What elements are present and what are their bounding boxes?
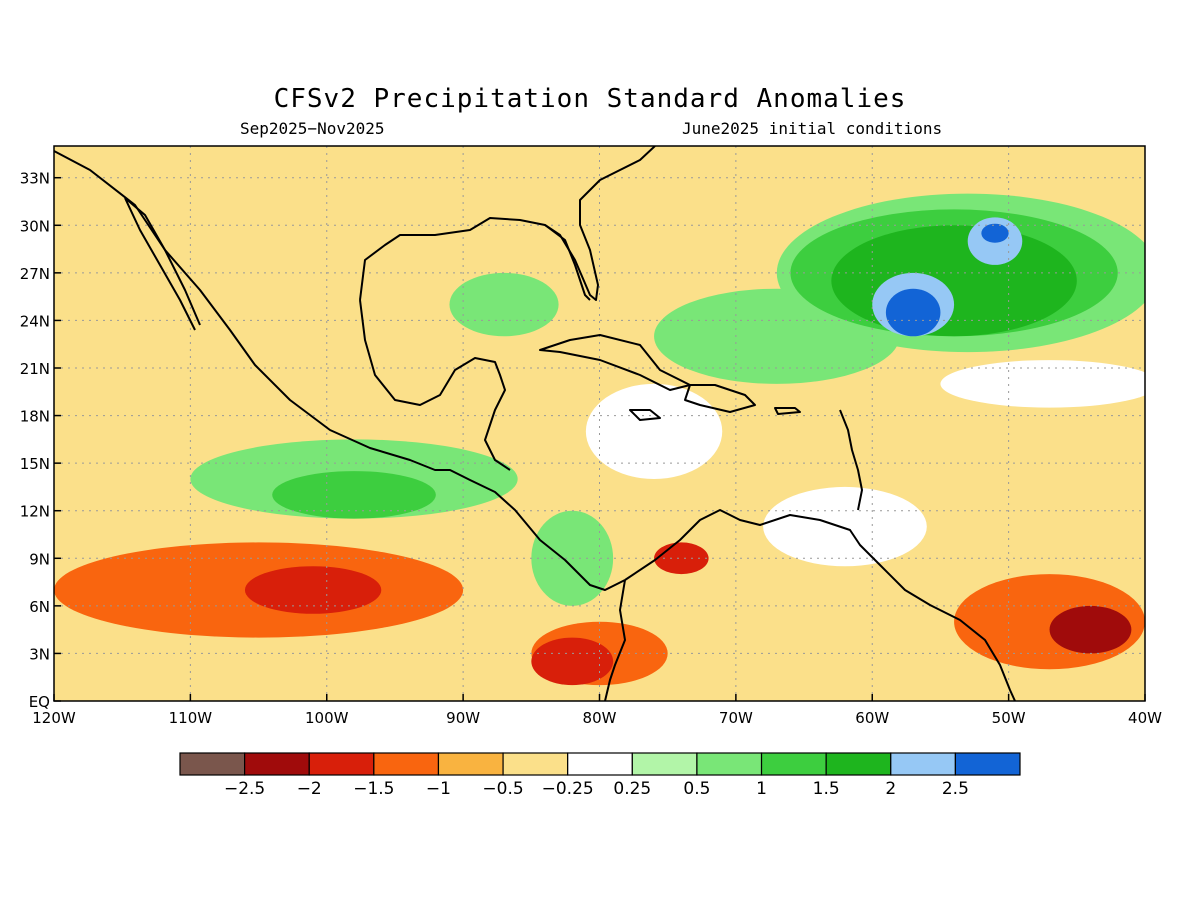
colorbar-label: −0.25 (542, 779, 594, 799)
colorbar-label: 1.5 (813, 779, 840, 799)
gulf-of-mexico-coastline (359, 217, 591, 471)
florida (544, 146, 656, 301)
lon-tick-label: 110W (169, 709, 213, 727)
lon-tick-label: 70W (719, 709, 753, 727)
anomaly-region-18 (1049, 605, 1132, 654)
colorbar-swatch (502, 752, 569, 776)
colorbar-label: 1 (756, 779, 767, 799)
anomaly-region-10 (885, 288, 941, 337)
coastlines (54, 146, 1016, 701)
anomaly-region-15 (244, 566, 382, 614)
colorbar: −2.5 −2 −1.5 −1 −0.5 −0.25 0.25 0.5 1 1.5 2 2.5 (179, 752, 1021, 799)
lat-tick-label: 18N (20, 408, 50, 426)
lon-tick-label: 120W (32, 709, 76, 727)
lon-tick-label: 100W (305, 709, 349, 727)
colorbar-label: −2 (297, 779, 322, 799)
anomaly-region-7 (831, 225, 1077, 337)
colorbar-swatch (373, 752, 440, 776)
colorbar-swatch (890, 752, 956, 776)
colorbar-label: −1.5 (353, 779, 394, 799)
anomaly-region-17 (654, 542, 709, 575)
anomaly-region-19 (585, 383, 723, 479)
lat-tick-label: 21N (20, 360, 50, 378)
colorbar-label: −0.5 (482, 779, 523, 799)
lon-tick-label: 50W (992, 709, 1026, 727)
anomaly-region-11 (981, 223, 1009, 243)
colorbar-swatch (179, 752, 246, 776)
colorbar-label: −1 (426, 779, 451, 799)
anomaly-region-20 (763, 486, 927, 567)
colorbar-label: 0.5 (683, 779, 710, 799)
lat-tick-label: 24N (20, 312, 50, 330)
jamaica (629, 409, 661, 421)
latitude-ticks: EQ 3N 6N 9N 12N 15N 18N 21N 24N 27N 30N 33N (20, 170, 61, 711)
lat-tick-label: 9N (29, 550, 50, 568)
lon-tick-label: 40W (1128, 709, 1162, 727)
colorbar-swatch (696, 752, 763, 776)
colorbar-label: 2 (885, 779, 896, 799)
lon-tick-label: 60W (855, 709, 889, 727)
pacific-south-america (604, 579, 626, 701)
valid-period: Sep2025−Nov2025 (240, 119, 385, 138)
hispaniola (684, 384, 756, 413)
lat-tick-label: 33N (20, 170, 50, 188)
lat-tick-label: 27N (20, 265, 50, 283)
colorbar-swatch (244, 752, 310, 776)
lon-tick-label: 80W (583, 709, 617, 727)
longitude-ticks: 120W 110W 100W 90W 80W 70W 60W 50W 40W (32, 694, 1162, 727)
lat-tick-label: EQ (29, 693, 50, 711)
lon-tick-label: 90W (446, 709, 480, 727)
colorbar-swatch (567, 752, 633, 776)
gridlines (54, 146, 1145, 701)
chart-title: CFSv2 Precipitation Standard Anomalies (273, 84, 907, 114)
lat-tick-label: 15N (20, 455, 50, 473)
lat-tick-label: 30N (20, 217, 50, 235)
anomaly-regions (54, 193, 1145, 686)
lat-tick-label: 3N (29, 645, 50, 663)
anomaly-region-21 (940, 360, 1145, 408)
puerto-rico (774, 407, 801, 415)
lat-tick-label: 6N (29, 598, 50, 616)
colorbar-label: 0.25 (613, 779, 651, 799)
anomaly-region-16 (531, 637, 614, 686)
south-america-coastline (624, 509, 1016, 701)
colorbar-swatch (760, 752, 827, 776)
baja-california (124, 197, 201, 331)
colorbar-swatch (825, 752, 892, 776)
colorbar-swatch (437, 752, 504, 776)
lesser-antilles (839, 409, 863, 511)
initial-conditions: June2025 initial conditions (682, 119, 943, 138)
anomaly-region-4 (449, 272, 559, 337)
colorbar-label: −2.5 (224, 779, 265, 799)
colorbar-label: 2.5 (942, 779, 969, 799)
colorbar-swatch (954, 752, 1021, 776)
anomaly-region-6 (272, 471, 436, 519)
north-america-mexico-coastline (54, 150, 626, 591)
colorbar-swatch (308, 752, 375, 776)
lat-tick-label: 12N (20, 503, 50, 521)
colorbar-swatch (631, 752, 698, 776)
